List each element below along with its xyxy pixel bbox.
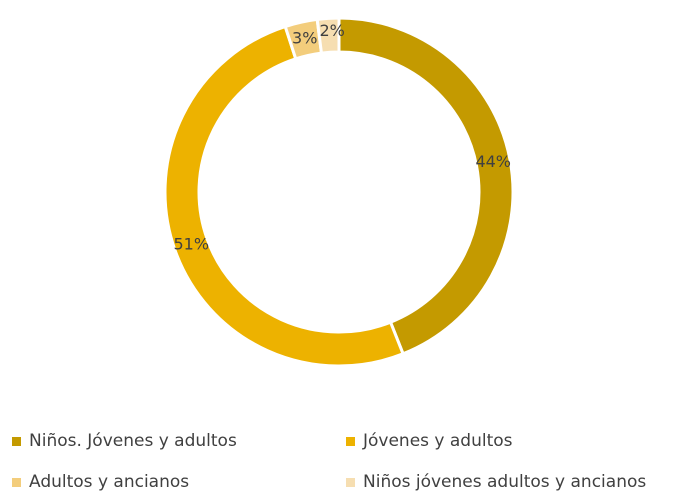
data-label: 2%: [319, 21, 344, 40]
legend-item-jovenes-adultos: Jóvenes y adultos: [346, 431, 513, 451]
legend-label: Adultos y ancianos: [29, 472, 190, 492]
data-label: 44%: [475, 152, 511, 171]
chart-legend: Niños. Jóvenes y adultos Jóvenes y adult…: [0, 420, 678, 497]
legend-item-ninos-jovenes-adultos: Niños. Jóvenes y adultos: [12, 431, 237, 451]
legend-label: Niños. Jóvenes y adultos: [29, 431, 237, 451]
legend-item-ninos-jovenes-adultos-ancianos: Niños jóvenes adultos y ancianos: [346, 472, 646, 492]
data-label: 3%: [292, 28, 317, 47]
donut-slice: [337, 16, 515, 356]
legend-swatch: [346, 436, 355, 446]
legend-swatch: [346, 477, 355, 487]
legend-swatch: [12, 477, 21, 487]
legend-item-adultos-ancianos: Adultos y ancianos: [12, 472, 189, 492]
legend-swatch: [12, 436, 21, 446]
donut-chart-svg: 44% 51% 3% 2%: [163, 16, 515, 368]
data-label: 51%: [174, 235, 210, 254]
donut-slice: [163, 24, 406, 368]
donut-slice: [315, 16, 341, 55]
legend-label: Niños jóvenes adultos y ancianos: [363, 472, 647, 492]
legend-label: Jóvenes y adultos: [363, 431, 513, 451]
